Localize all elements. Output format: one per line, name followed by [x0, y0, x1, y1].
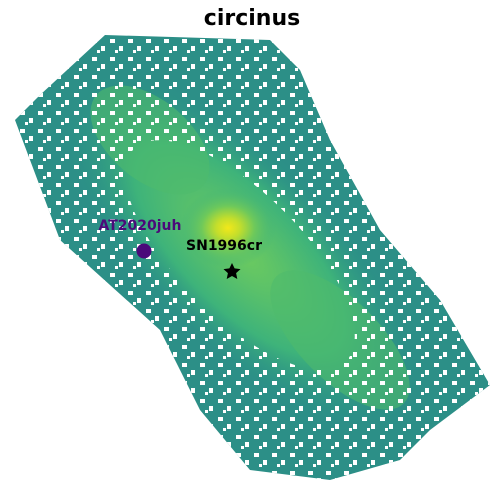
sn1996cr-star-marker: [223, 263, 241, 279]
image-title: circinus: [203, 6, 301, 31]
sn1996cr-label: SN1996cr: [186, 238, 262, 254]
at2020juh-label: AT2020juh: [99, 218, 182, 234]
at2020juh-marker: [136, 243, 152, 259]
